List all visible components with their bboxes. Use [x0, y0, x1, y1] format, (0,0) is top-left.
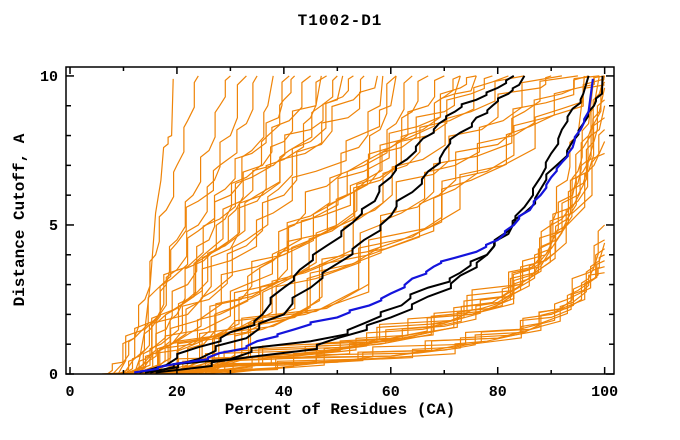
y-tick-label: 10	[40, 69, 58, 86]
curves-layer	[102, 75, 606, 374]
x-tick-label: 100	[591, 384, 618, 401]
tick-labels: 0 20 40 60 80 100 0 5 10	[40, 69, 618, 401]
series-highlighted-model	[134, 78, 594, 374]
x-tick-label: 80	[489, 384, 507, 401]
x-tick-label: 0	[66, 384, 75, 401]
y-tick-label: 5	[49, 218, 58, 235]
x-tick-label: 40	[275, 384, 293, 401]
x-axis-label: Percent of Residues (CA)	[224, 401, 456, 419]
axes-frame	[65, 66, 615, 375]
chart-title: T1002-D1	[297, 12, 383, 30]
y-axis-label: Distance Cutoff, A	[11, 133, 29, 307]
series-model-predictions	[102, 75, 606, 374]
y-tick-label: 0	[49, 367, 58, 384]
x-tick-label: 60	[382, 384, 400, 401]
x-tick-label: 20	[168, 384, 186, 401]
